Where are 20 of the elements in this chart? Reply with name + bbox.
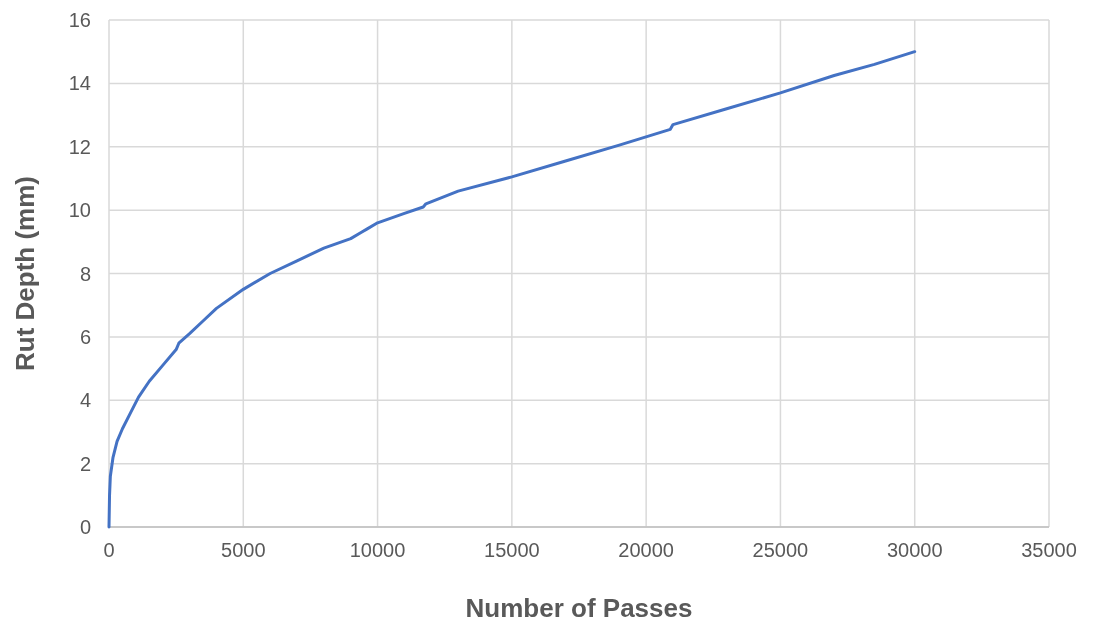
y-tick-label: 10 [68, 199, 91, 222]
x-axis-title: Number of Passes [465, 593, 693, 623]
x-tick-label: 20000 [618, 539, 674, 561]
x-tick-label: 35000 [1021, 539, 1077, 561]
y-tick-label: 16 [68, 9, 91, 31]
x-tick-label: 15000 [484, 539, 540, 561]
y-tick-label: 2 [79, 452, 91, 475]
x-tick-label: 5000 [221, 539, 266, 561]
x-tick-label: 30000 [886, 539, 943, 561]
y-tick-label: 8 [79, 262, 91, 285]
y-tick-label: 4 [79, 389, 91, 412]
x-tick-label: 25000 [752, 539, 809, 561]
y-tick-label: 0 [79, 516, 91, 538]
y-axis-title: Rut Depth (mm) [10, 176, 40, 371]
y-tick-label: 14 [68, 72, 91, 95]
x-tick-label: 10000 [349, 539, 406, 561]
x-tick-label: 0 [103, 539, 115, 561]
y-tick-label: 6 [79, 325, 91, 348]
line-series [107, 50, 917, 529]
y-tick-label: 12 [68, 135, 91, 158]
